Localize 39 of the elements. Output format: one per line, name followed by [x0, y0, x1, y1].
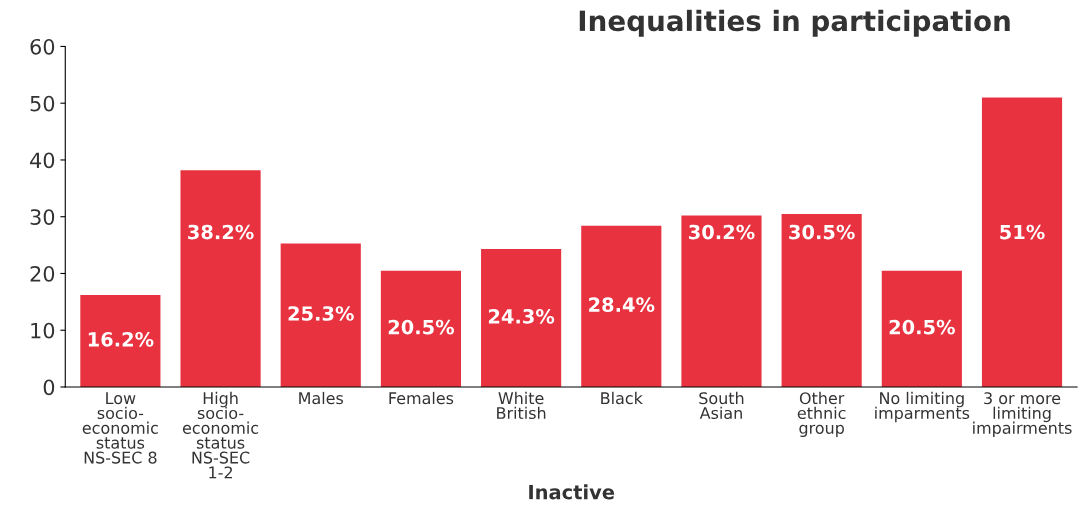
bar: [881, 270, 962, 387]
y-tick-label: 30: [30, 209, 55, 225]
y-tick-label: 50: [30, 95, 55, 112]
bar: [180, 170, 261, 387]
bar: [481, 249, 562, 387]
data-label: 16.2%: [88, 331, 154, 347]
x-tick-label: Females: [389, 391, 454, 405]
x-tick-label: High socio- economic status NS-SEC 1-2: [182, 391, 259, 479]
data-label: 51%: [1000, 224, 1045, 240]
y-tick-label: 20: [30, 265, 55, 282]
data-label: 28.4%: [589, 297, 655, 313]
bar: [581, 225, 662, 387]
x-tick-label: Black: [601, 391, 643, 405]
data-label: 30.2%: [689, 224, 755, 240]
chart-title: Inequalities in participation: [579, 9, 1010, 37]
bar: [280, 243, 361, 387]
data-label: 38.2%: [188, 224, 254, 240]
y-tick-label: 60: [30, 38, 55, 55]
y-tick-label: 40: [30, 152, 55, 169]
data-label: 25.3%: [288, 306, 354, 321]
data-label: 24.3%: [488, 308, 555, 324]
bar: [681, 215, 762, 387]
data-label: 30.5%: [789, 224, 855, 240]
bar: [380, 270, 461, 387]
y-tick-label: 10: [31, 322, 55, 339]
x-tick-label: 3 or more limiting impairments: [973, 392, 1072, 438]
x-axis-title: Inactive: [529, 484, 615, 500]
data-label: 20.5%: [388, 319, 455, 335]
x-tick-label: Low socio- economic status NS-SEC 8: [82, 392, 158, 464]
x-tick-label: No limiting imparments: [875, 391, 970, 423]
x-tick-label: Males: [299, 391, 344, 405]
bar: [781, 213, 862, 387]
x-tick-label: White British: [497, 391, 546, 420]
x-tick-label: South Asian: [699, 391, 744, 420]
x-tick-label: Other ethnic group: [797, 391, 846, 438]
data-label: 20.5%: [889, 319, 955, 335]
bar: [80, 295, 161, 387]
y-tick-label: 0: [43, 379, 55, 396]
bar: [981, 97, 1063, 387]
